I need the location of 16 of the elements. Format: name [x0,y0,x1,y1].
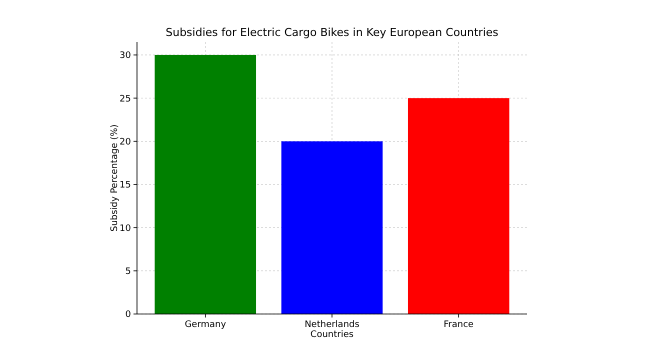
y-tick-label: 10 [120,224,132,234]
y-tick-label: 25 [120,94,131,104]
y-tick-label: 5 [125,266,131,277]
x-tick-label: Germany [184,320,227,330]
y-tick-label: 0 [125,310,132,320]
x-tick-label: France [444,320,474,330]
y-tick-label: 15 [120,180,131,191]
y-tick-label: 30 [120,51,132,62]
chart-title: Subsidies for Electric Cargo Bikes in Key European Countries [166,26,499,39]
x-tick-label: Netherlands [304,320,360,330]
bar [408,98,510,314]
y-axis-title: Subsidy Percentage (%) [110,124,120,232]
y-tick-label: 20 [120,137,132,148]
bar [281,141,383,314]
x-axis-title: Countries [310,330,354,340]
bar [154,54,256,314]
